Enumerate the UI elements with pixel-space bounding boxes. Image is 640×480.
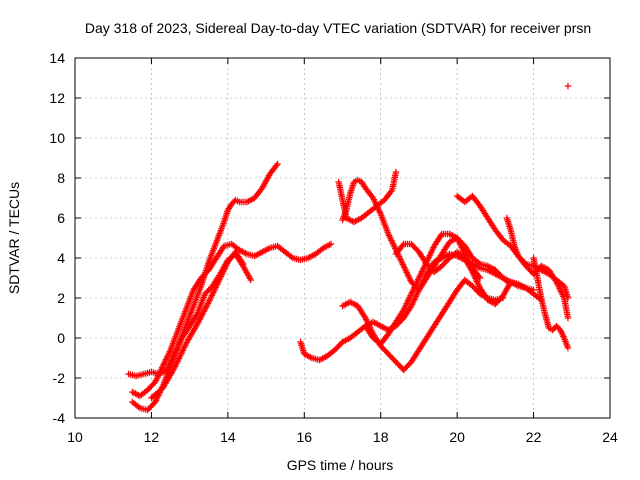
data-point: [247, 276, 254, 284]
series-arc-12: [503, 214, 572, 322]
plot-frame: [74, 57, 611, 419]
x-tick-label: 12: [144, 429, 160, 445]
data-point: [307, 354, 314, 361]
x-tick-label: 10: [67, 429, 83, 445]
data-point: [392, 168, 400, 176]
series-arc-13: [530, 254, 572, 352]
series-arc-1: [129, 160, 281, 414]
y-tick-label: 4: [57, 250, 65, 266]
grid: [75, 58, 610, 418]
series-arc-8: [335, 168, 400, 226]
data-point: [564, 344, 572, 352]
data-point: [399, 242, 406, 249]
series-arc-5: [297, 250, 537, 364]
series-arc-4: [148, 248, 247, 402]
y-tick-label: 0: [57, 330, 65, 346]
y-axis-label: SDTVAR / TECUs: [6, 182, 22, 294]
x-tick-label: 22: [526, 429, 542, 445]
series-arc-7: [339, 176, 514, 294]
y-tick-label: -4: [53, 410, 66, 426]
y-tick-label: -2: [53, 370, 66, 386]
chart-title: Day 318 of 2023, Sidereal Day-to-day VTE…: [85, 20, 591, 36]
data-point: [273, 162, 280, 169]
data-point: [564, 314, 572, 322]
data-point: [387, 188, 395, 195]
y-tick-label: 10: [49, 130, 65, 146]
data-point: [238, 259, 246, 266]
data-point: [475, 259, 482, 266]
x-tick-label: 14: [220, 429, 236, 445]
data-point: [239, 260, 247, 268]
data-point: [288, 253, 295, 260]
data-point: [135, 403, 142, 410]
x-tick-label: 18: [373, 429, 389, 445]
y-tick-label: 8: [57, 170, 65, 186]
x-axis-label: GPS time / hours: [287, 457, 394, 473]
x-tick-label: 16: [296, 429, 312, 445]
data-point: [327, 240, 335, 248]
x-tick-label: 24: [602, 429, 618, 445]
series-arc-2: [129, 240, 335, 400]
series-outlier: [564, 82, 572, 90]
data-point: [437, 232, 445, 239]
data-marks: [125, 82, 572, 414]
data-point: [274, 160, 281, 168]
series-arc-9: [362, 230, 484, 348]
data-point: [564, 82, 572, 90]
data-point: [265, 245, 272, 252]
y-tick-label: 6: [57, 210, 65, 226]
x-tick-label: 20: [449, 429, 465, 445]
y-tick-label: 2: [57, 290, 65, 306]
data-point: [326, 241, 333, 248]
y-tick-label: 12: [49, 90, 65, 106]
data-point: [242, 250, 249, 257]
y-tick-label: 14: [49, 50, 65, 66]
